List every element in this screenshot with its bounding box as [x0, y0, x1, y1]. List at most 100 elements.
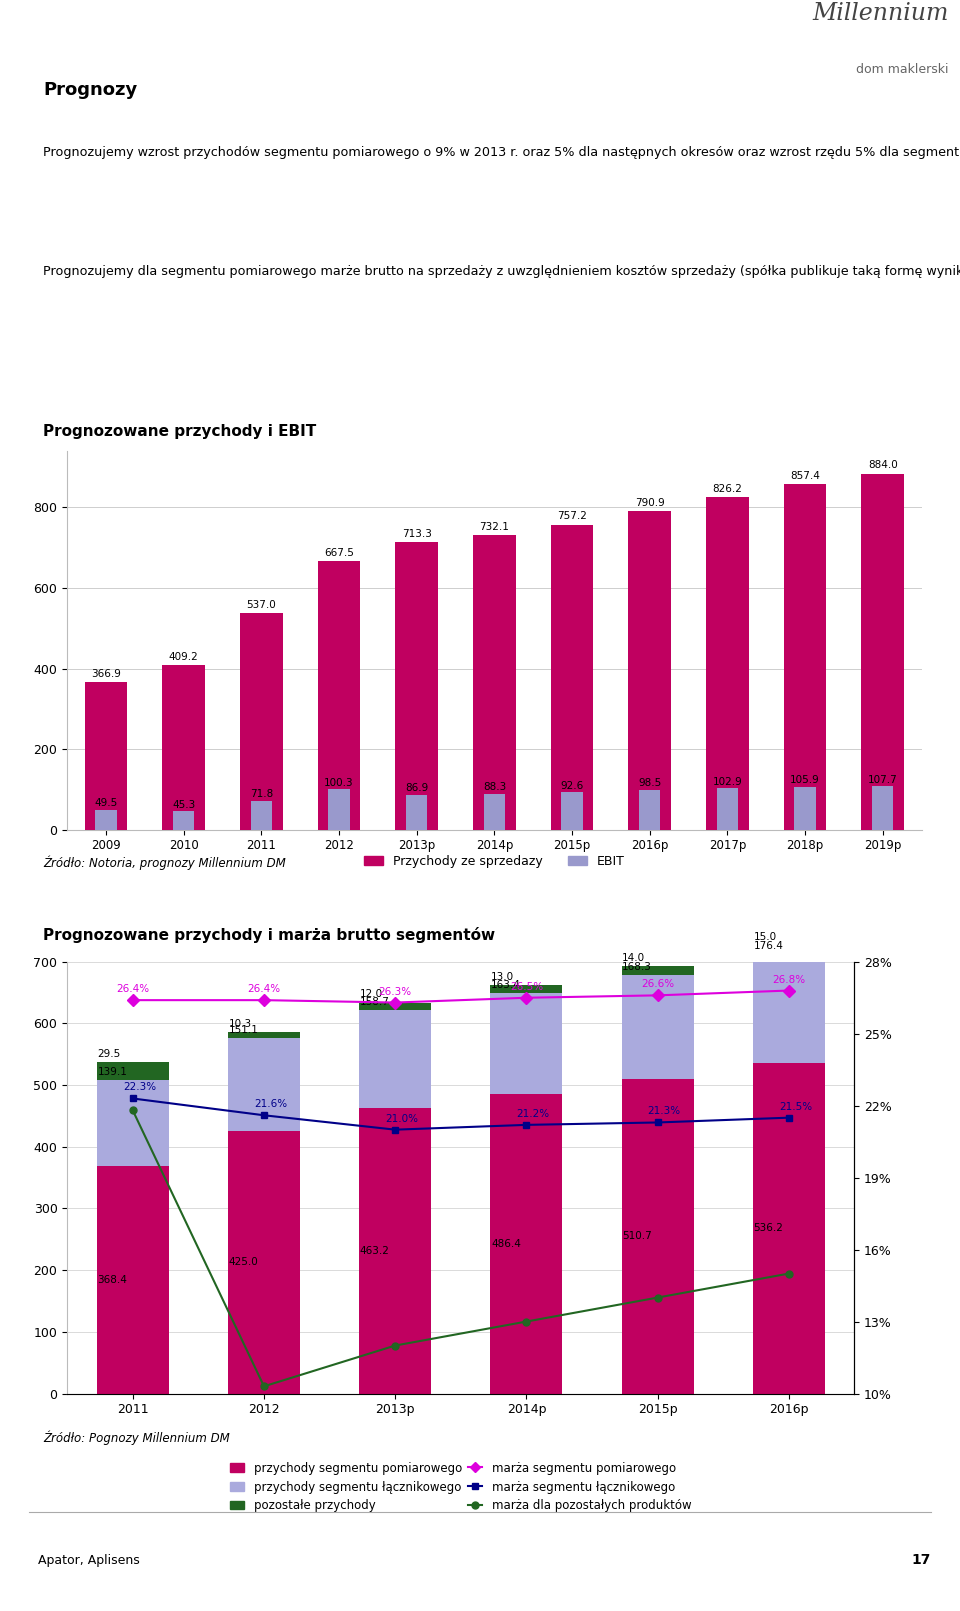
Text: 17: 17 [912, 1553, 931, 1568]
Bar [162, 665, 205, 830]
Text: Prognozy: Prognozy [43, 81, 137, 98]
Bar [551, 525, 593, 830]
Text: 26.5%: 26.5% [510, 981, 543, 992]
Text: Źródło: Pognozy Millennium DM: Źródło: Pognozy Millennium DM [43, 1431, 230, 1445]
Text: 463.2: 463.2 [360, 1245, 390, 1255]
Bar [753, 944, 825, 954]
Bar [406, 794, 427, 830]
Text: 168.3: 168.3 [622, 962, 652, 971]
Bar [639, 789, 660, 830]
Text: 49.5: 49.5 [94, 797, 118, 809]
Bar [359, 1010, 431, 1108]
Text: 26.8%: 26.8% [772, 975, 805, 984]
Bar [795, 788, 816, 830]
Text: 15.0: 15.0 [754, 931, 777, 942]
Bar [872, 786, 894, 830]
Bar [328, 789, 349, 830]
Bar [228, 1131, 300, 1394]
Text: 713.3: 713.3 [402, 528, 432, 540]
Text: 425.0: 425.0 [228, 1258, 258, 1268]
Bar [753, 954, 825, 1063]
Text: 884.0: 884.0 [868, 461, 898, 470]
Text: 12.0: 12.0 [360, 989, 383, 999]
Text: 368.4: 368.4 [97, 1274, 128, 1286]
Bar [621, 1078, 694, 1394]
Text: Prognozujemy dla segmentu pomiarowego marże brutto na sprzedaży z uwzględnieniem: Prognozujemy dla segmentu pomiarowego ma… [43, 266, 960, 279]
Text: 486.4: 486.4 [491, 1239, 521, 1249]
Text: 409.2: 409.2 [169, 651, 199, 662]
Text: 13.0: 13.0 [491, 971, 515, 981]
Bar [491, 1094, 563, 1394]
Bar [97, 1062, 169, 1081]
Bar [629, 511, 671, 830]
Text: 10.3: 10.3 [228, 1018, 252, 1029]
Text: 732.1: 732.1 [479, 522, 510, 532]
Legend: Przychody ze sprzedazy, EBIT: Przychody ze sprzedazy, EBIT [359, 849, 630, 873]
Bar [359, 1002, 431, 1010]
Text: dom maklerski: dom maklerski [856, 63, 948, 76]
Text: 537.0: 537.0 [247, 601, 276, 611]
Bar [783, 485, 827, 830]
Text: 29.5: 29.5 [97, 1049, 121, 1058]
Text: 21.6%: 21.6% [254, 1099, 287, 1110]
Text: Źródło: Notoria, prognozy Millennium DM: Źródło: Notoria, prognozy Millennium DM [43, 855, 286, 870]
Text: 105.9: 105.9 [790, 775, 820, 786]
Text: 100.3: 100.3 [324, 778, 354, 788]
Bar [173, 812, 194, 830]
Text: 536.2: 536.2 [754, 1223, 783, 1232]
Text: 71.8: 71.8 [250, 789, 273, 799]
Text: 88.3: 88.3 [483, 783, 506, 793]
Bar [396, 543, 438, 830]
Text: 826.2: 826.2 [712, 483, 742, 493]
Text: 163.4: 163.4 [491, 979, 521, 989]
Text: 757.2: 757.2 [557, 511, 587, 522]
Text: 510.7: 510.7 [622, 1231, 652, 1240]
Bar [706, 496, 749, 830]
Bar [491, 984, 563, 992]
Text: 26.3%: 26.3% [378, 986, 412, 997]
Bar [240, 614, 283, 830]
Bar [753, 1063, 825, 1394]
Bar [359, 1108, 431, 1394]
Text: 102.9: 102.9 [712, 777, 742, 786]
Text: 21.0%: 21.0% [385, 1113, 419, 1124]
Text: 86.9: 86.9 [405, 783, 428, 793]
Text: 790.9: 790.9 [635, 498, 664, 507]
Text: 667.5: 667.5 [324, 548, 354, 557]
Bar [562, 793, 583, 830]
Legend: przychody segmentu pomiarowego, przychody segmentu łącznikowego, pozostałe przyc: przychody segmentu pomiarowego, przychod… [226, 1456, 696, 1518]
Text: 14.0: 14.0 [622, 954, 645, 963]
Bar [484, 794, 505, 830]
Bar [861, 474, 904, 830]
Text: Prognozowane przychody i marża brutto segmentów: Prognozowane przychody i marża brutto se… [43, 926, 495, 942]
Text: 21.5%: 21.5% [779, 1102, 812, 1112]
Text: 26.4%: 26.4% [248, 984, 280, 994]
Text: 92.6: 92.6 [561, 781, 584, 791]
Bar [473, 535, 516, 830]
Text: 26.6%: 26.6% [641, 979, 674, 989]
Text: Millennium: Millennium [812, 2, 948, 24]
Bar [97, 1081, 169, 1166]
Bar [491, 992, 563, 1094]
Text: Prognozujemy wzrost przychodów segmentu pomiarowego o 9% w 2013 r. oraz 5% dla n: Prognozujemy wzrost przychodów segmentu … [43, 147, 960, 159]
Bar [95, 810, 117, 830]
Bar [717, 788, 738, 830]
Text: Prognozowane przychody i EBIT: Prognozowane przychody i EBIT [43, 424, 317, 440]
Text: 21.3%: 21.3% [648, 1107, 681, 1116]
Text: 857.4: 857.4 [790, 470, 820, 482]
Bar [84, 681, 128, 830]
Text: 45.3: 45.3 [172, 799, 195, 810]
Bar [621, 975, 694, 1078]
Bar [621, 967, 694, 975]
Bar [228, 1031, 300, 1037]
Text: 176.4: 176.4 [754, 941, 783, 950]
Text: 21.2%: 21.2% [516, 1108, 549, 1120]
Text: 107.7: 107.7 [868, 775, 898, 785]
Bar [97, 1166, 169, 1394]
Bar [318, 561, 360, 830]
Text: 366.9: 366.9 [91, 669, 121, 678]
Bar [228, 1037, 300, 1131]
Text: Apator, Aplisens: Apator, Aplisens [38, 1553, 140, 1568]
Text: 139.1: 139.1 [97, 1068, 128, 1078]
Text: 151.1: 151.1 [228, 1025, 258, 1036]
